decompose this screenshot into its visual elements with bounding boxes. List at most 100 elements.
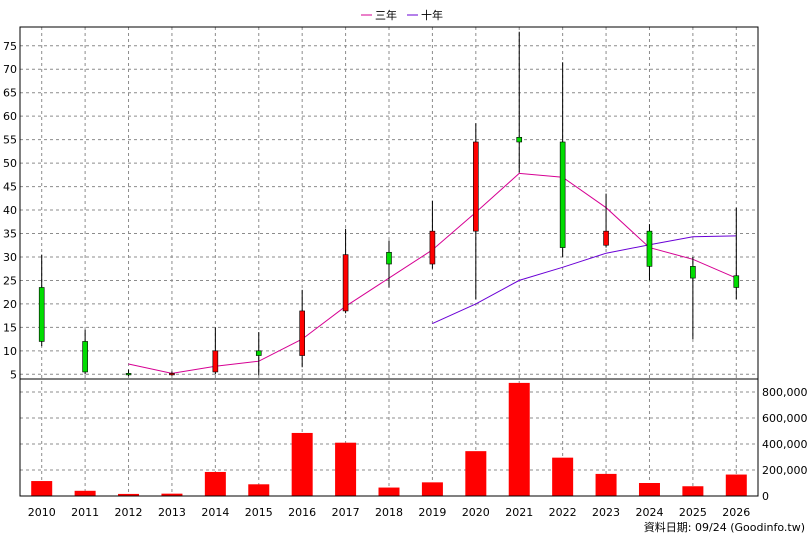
candle-body-2017 bbox=[342, 254, 349, 312]
volume-bar-2020 bbox=[465, 451, 487, 496]
candle-body-2011 bbox=[82, 341, 88, 373]
candle-2016 bbox=[299, 289, 305, 368]
x-tick-2019: 2019 bbox=[418, 506, 446, 519]
candle-body-2018 bbox=[386, 251, 392, 265]
x-tick-2010: 2010 bbox=[28, 506, 56, 519]
candle-2022 bbox=[559, 62, 566, 257]
volume-bar-2018 bbox=[378, 487, 400, 496]
x-tick-2018: 2018 bbox=[375, 506, 403, 519]
x-tick-2022: 2022 bbox=[549, 506, 577, 519]
volume-tick-400000: 400,000 bbox=[762, 438, 808, 451]
volume-bar-2025 bbox=[682, 486, 704, 496]
candle-2014 bbox=[212, 327, 219, 375]
price-tick-25: 25 bbox=[3, 274, 17, 287]
price-tick-55: 55 bbox=[3, 134, 17, 147]
x-tick-2026: 2026 bbox=[722, 506, 750, 519]
volume-bar-2021 bbox=[508, 382, 530, 496]
candle-body-2013 bbox=[169, 373, 175, 376]
x-tick-2020: 2020 bbox=[462, 506, 490, 519]
volume-bar-2022 bbox=[552, 457, 574, 496]
candle-2011 bbox=[82, 329, 88, 375]
volume-tick-800000: 800,000 bbox=[762, 386, 808, 399]
x-tick-2014: 2014 bbox=[201, 506, 229, 519]
candle-body-2021 bbox=[516, 136, 523, 143]
volume-bar-2011 bbox=[74, 490, 96, 496]
volume-tick-600000: 600,000 bbox=[762, 412, 808, 425]
x-tick-2013: 2013 bbox=[158, 506, 186, 519]
candle-body-2026 bbox=[733, 275, 740, 288]
volume-bar-2014 bbox=[204, 471, 226, 496]
candle-body-2023 bbox=[603, 230, 609, 246]
legend: 三年 十年 bbox=[361, 8, 443, 22]
candle-2021 bbox=[516, 31, 523, 173]
volume-bar-2024 bbox=[638, 483, 660, 496]
line-十年 bbox=[432, 235, 737, 325]
x-tick-2011: 2011 bbox=[71, 506, 99, 519]
candle-2013 bbox=[169, 371, 175, 376]
candle-2024 bbox=[646, 224, 653, 281]
candle-2010 bbox=[38, 254, 45, 347]
volume-bar-2017 bbox=[335, 442, 357, 496]
volume-bar-2015 bbox=[248, 484, 270, 496]
x-tick-2016: 2016 bbox=[288, 506, 316, 519]
candle-body-2014 bbox=[212, 350, 219, 373]
volume-bars bbox=[31, 382, 747, 496]
volume-bar-2012 bbox=[118, 493, 140, 496]
volume-tick-200000: 200,000 bbox=[762, 464, 808, 477]
price-tick-40: 40 bbox=[3, 204, 17, 217]
x-axis: 2010 2011 2012 2013 2014 2015 2016 2017 2018 2019… bbox=[28, 506, 751, 519]
price-tick-65: 65 bbox=[3, 87, 17, 100]
x-tick-2021: 2021 bbox=[505, 506, 533, 519]
legend-label-十年: 十年 bbox=[421, 8, 443, 22]
price-tick-20: 20 bbox=[3, 298, 17, 311]
volume-bar-2019 bbox=[421, 482, 443, 496]
x-tick-2015: 2015 bbox=[245, 506, 273, 519]
candle-body-2020 bbox=[473, 141, 479, 232]
candle-2020 bbox=[473, 123, 479, 300]
volume-tick-0: 0 bbox=[762, 490, 769, 503]
volume-bar-2023 bbox=[595, 473, 617, 496]
candle-2012 bbox=[125, 369, 132, 377]
x-tick-2024: 2024 bbox=[635, 506, 663, 519]
price-tick-5: 5 bbox=[10, 368, 17, 381]
candle-2026 bbox=[733, 207, 740, 300]
price-tick-50: 50 bbox=[3, 157, 17, 170]
candle-2015 bbox=[255, 332, 262, 376]
volume-bar-2010 bbox=[31, 481, 53, 496]
candle-body-2016 bbox=[299, 310, 305, 356]
legend-label-三年: 三年 bbox=[375, 8, 397, 22]
candle-body-2025 bbox=[690, 266, 696, 279]
candle-body-2010 bbox=[38, 287, 45, 342]
x-tick-2012: 2012 bbox=[115, 506, 143, 519]
price-tick-45: 45 bbox=[3, 181, 17, 194]
candle-2025 bbox=[690, 256, 696, 340]
x-tick-2023: 2023 bbox=[592, 506, 620, 519]
price-tick-15: 15 bbox=[3, 321, 17, 334]
candle-body-2012 bbox=[125, 373, 132, 376]
volume-bar-2013 bbox=[161, 493, 183, 496]
candle-body-2024 bbox=[646, 230, 653, 267]
volume-axis: 0 200,000 400,000 600,000 800,000 bbox=[762, 386, 808, 503]
price-axis: 5 10 15 20 25 30 35 40 45 50 55 60 65 70 75 bbox=[3, 40, 17, 382]
price-tick-60: 60 bbox=[3, 110, 17, 123]
candle-body-2019 bbox=[429, 230, 436, 265]
plot-frame bbox=[19, 26, 759, 497]
volume-bar-2026 bbox=[725, 474, 747, 496]
source-note: 資料日期: 09/24 (Goodinfo.tw) bbox=[644, 520, 805, 534]
candle-2017 bbox=[342, 228, 349, 314]
candlesticks bbox=[38, 31, 740, 377]
candle-2018 bbox=[386, 240, 392, 288]
candle-body-2015 bbox=[255, 350, 262, 356]
price-tick-35: 35 bbox=[3, 228, 17, 241]
price-tick-10: 10 bbox=[3, 345, 17, 358]
candle-2019 bbox=[429, 200, 436, 269]
price-tick-70: 70 bbox=[3, 63, 17, 76]
price-tick-30: 30 bbox=[3, 251, 17, 264]
candle-2023 bbox=[603, 193, 609, 248]
x-tick-2025: 2025 bbox=[679, 506, 707, 519]
volume-bar-2016 bbox=[291, 432, 313, 496]
candle-body-2022 bbox=[559, 141, 566, 248]
price-tick-75: 75 bbox=[3, 40, 17, 53]
